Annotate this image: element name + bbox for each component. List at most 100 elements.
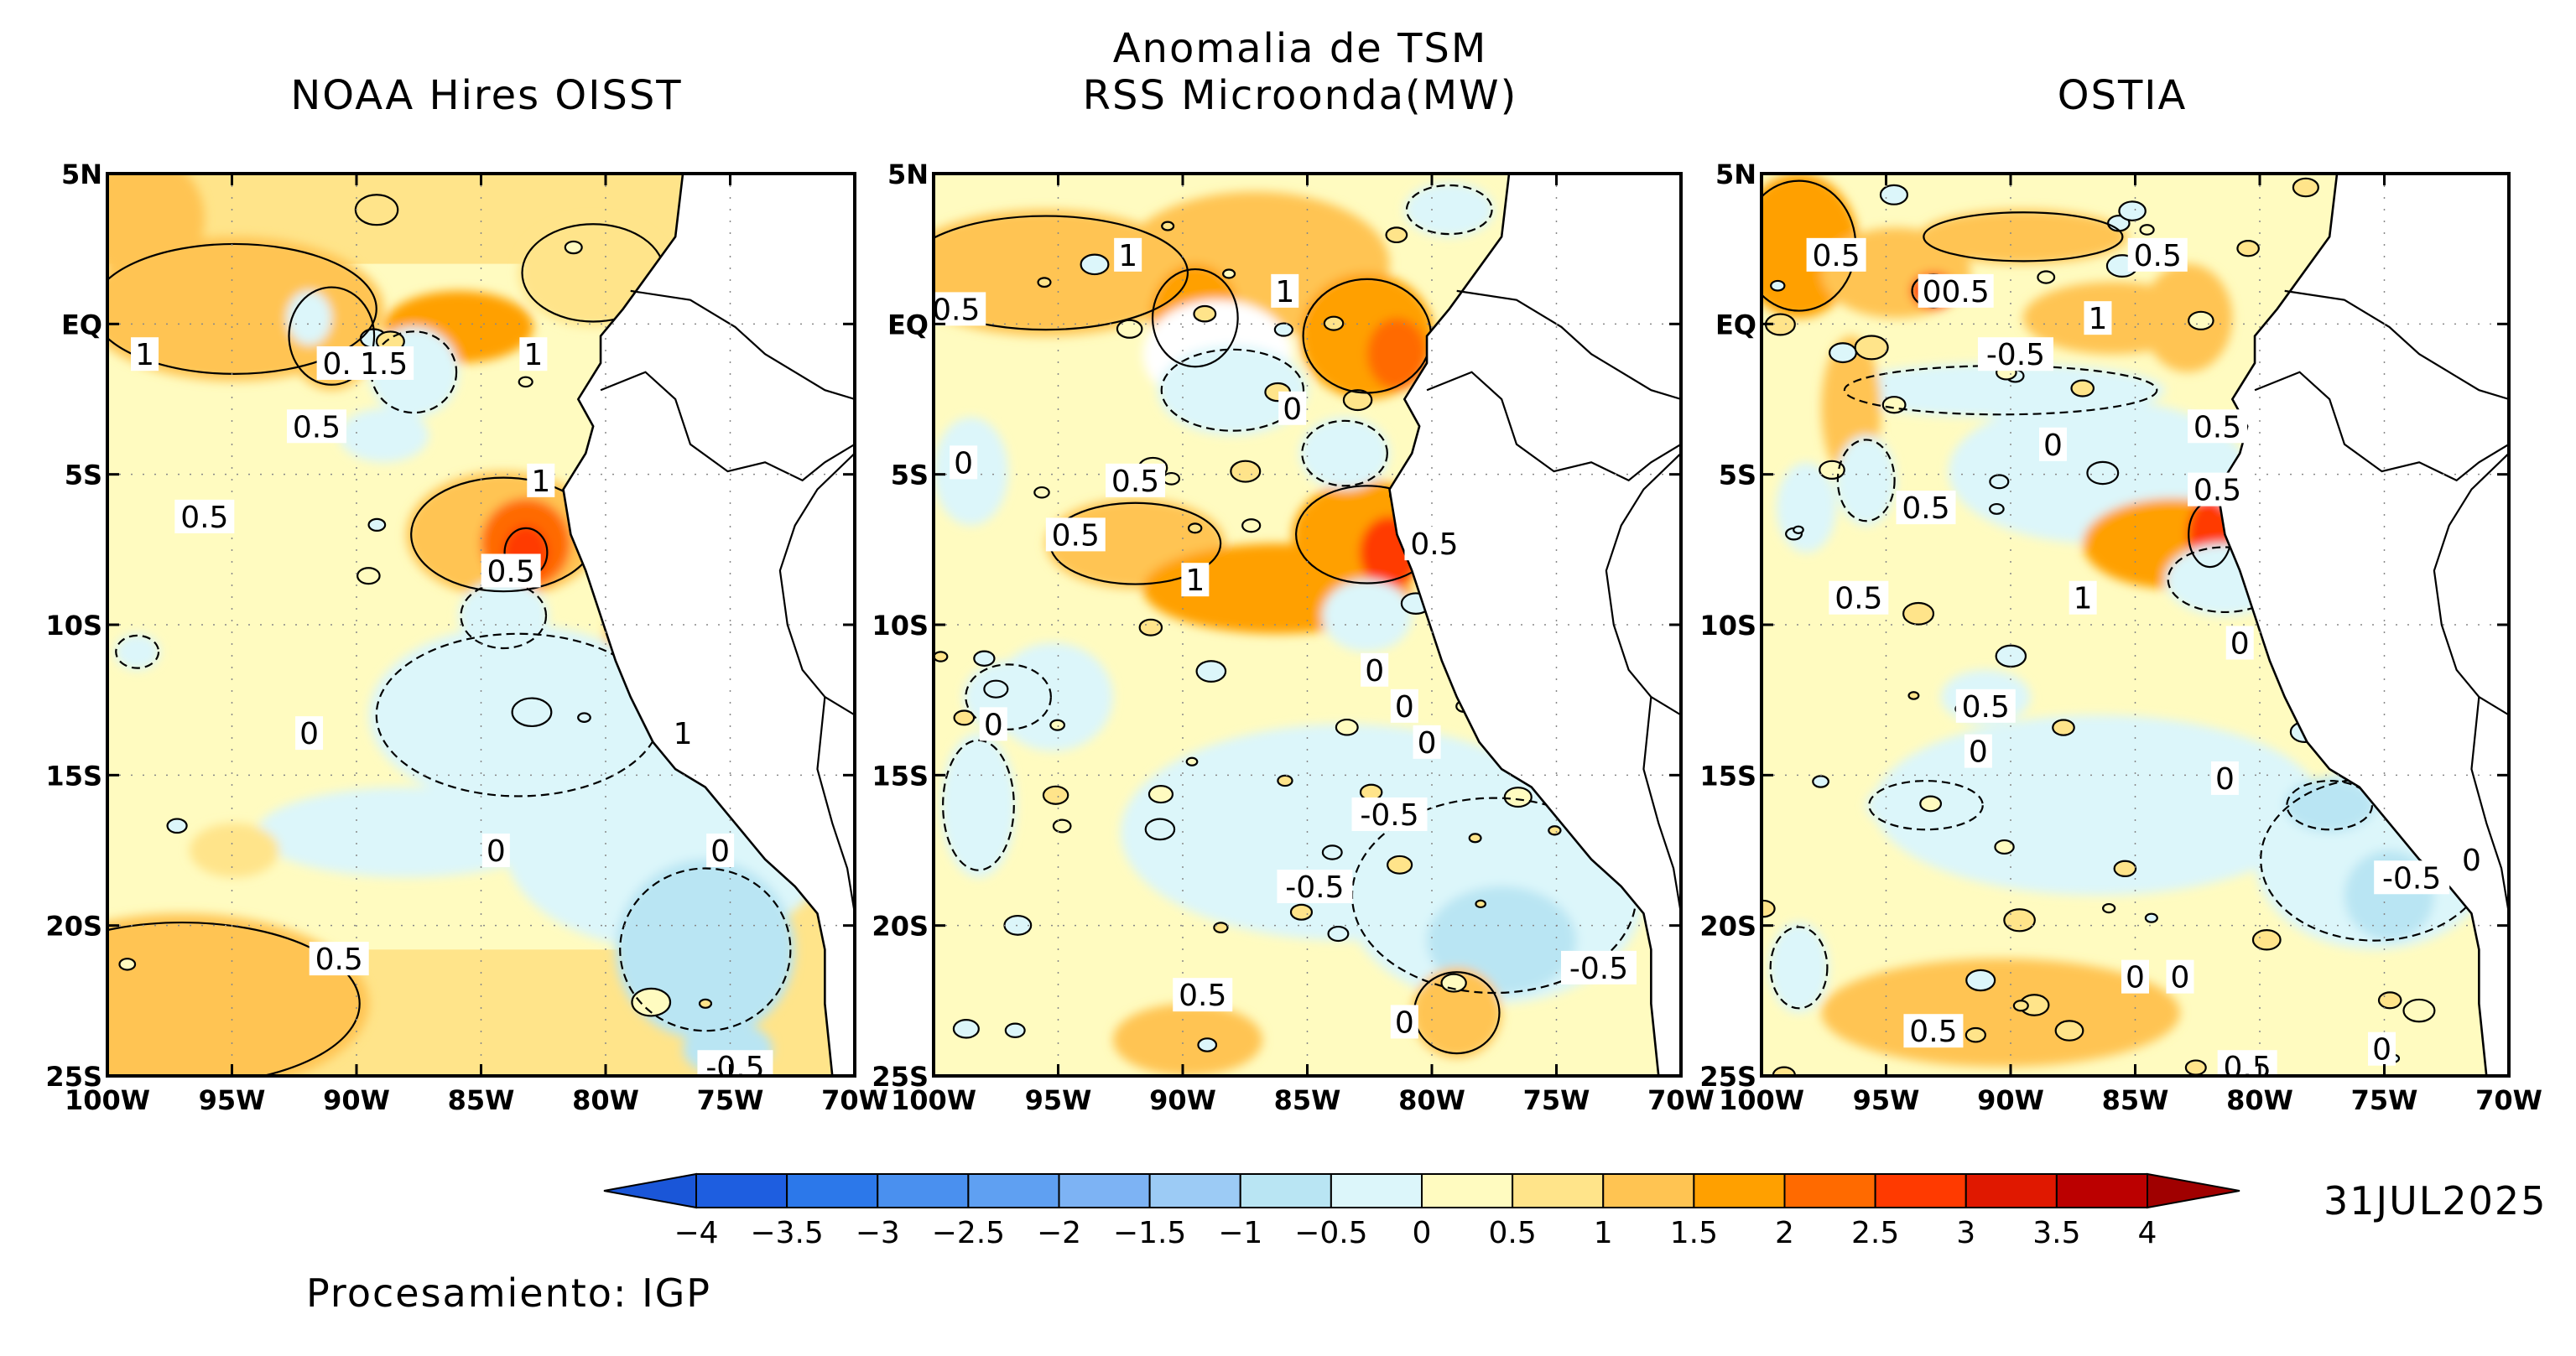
lon-tick-label: 90W <box>323 1084 390 1116</box>
lon-tick-label: 90W <box>1977 1084 2044 1116</box>
contour-label: 0 <box>2215 762 2235 797</box>
colorbar-swatch <box>786 1173 879 1208</box>
colorbar-swatch <box>1330 1173 1423 1208</box>
contour-label: 0 <box>1418 726 1437 761</box>
panel-title-noaa: NOAA Hires OISST <box>290 72 683 119</box>
land-mask <box>2216 174 2509 1076</box>
lon-tick-label: 75W <box>697 1084 764 1116</box>
lon-tick-label: 85W <box>1274 1084 1341 1116</box>
colorbar-swatch <box>695 1173 788 1208</box>
colorbar-swatch <box>1421 1173 1514 1208</box>
colorbar-label: 1.5 <box>1670 1216 1718 1250</box>
colorbar-label: −0.5 <box>1294 1216 1367 1250</box>
colorbar-swatch <box>1239 1173 1332 1208</box>
contour-label: -0.5 <box>1285 870 1344 905</box>
lat-tick-label: 5S <box>1719 460 1756 491</box>
lon-tick-label: 85W <box>448 1084 515 1116</box>
contour-label: -0.5 <box>705 1051 764 1085</box>
lon-tick-label: 100W <box>65 1084 150 1116</box>
colorbar-label: 2.5 <box>1851 1216 1899 1250</box>
contour-label: 0.5 <box>1052 518 1100 553</box>
contour-label: 0 <box>2462 844 2481 878</box>
contour-label: 0.5 <box>487 554 535 589</box>
main-title-line2: RSS Microonda(MW) <box>1082 72 1518 119</box>
lon-tick-label: 95W <box>1853 1084 1920 1116</box>
contour-label: 0.5 <box>2224 1051 2272 1085</box>
contour-label: -0.5 <box>1360 798 1418 833</box>
map-panel-2: 0.51100.50.510.5000-0.5-0.5-0.50.50005NE… <box>872 158 1714 1116</box>
contour-label: 0.5 <box>1179 979 1226 1013</box>
colorbar-swatch <box>1965 1173 2058 1208</box>
contour-label: 0 <box>984 708 1003 742</box>
contour-label: 0.5 <box>932 293 980 327</box>
lon-tick-label: 100W <box>1719 1084 1804 1116</box>
panel-title-ostia: OSTIA <box>2057 72 2188 119</box>
lat-tick-label: EQ <box>887 309 929 340</box>
lat-tick-label: 20S <box>45 911 102 943</box>
lon-tick-label: 70W <box>1647 1084 1715 1116</box>
colorbar-label: 0 <box>1413 1216 1432 1250</box>
contour-label: 0 <box>710 834 730 869</box>
colorbar-label: −3.5 <box>750 1216 823 1250</box>
contour-label: 0.5 <box>1812 239 1860 273</box>
contour-label: 0.5 <box>1962 690 2010 725</box>
colorbar-low-arrow <box>603 1172 697 1209</box>
colorbar-swatch <box>1693 1173 1786 1208</box>
lat-tick-label: 5N <box>61 158 102 190</box>
contour-label: 1 <box>2088 302 2107 336</box>
lat-tick-label: EQ <box>1715 309 1756 340</box>
colorbar-swatch <box>1512 1173 1605 1208</box>
date-label: 31JUL2025 <box>2324 1178 2547 1224</box>
map-panel-3: 0.500.50.51-0.50.500.50.50.5100.500-0.50… <box>1699 158 2542 1116</box>
lat-tick-label: 20S <box>872 911 929 943</box>
contour-label: 0.5 <box>2134 239 2182 273</box>
contour-label: 0 <box>1969 735 1988 770</box>
contour-label: 1 <box>531 465 550 499</box>
lat-tick-label: 25S <box>45 1061 102 1093</box>
lat-tick-label: 25S <box>872 1061 929 1093</box>
credit-label: Procesamiento: IGP <box>306 1270 712 1316</box>
contour-label: 00.5 <box>1923 275 1990 309</box>
lat-tick-label: 5S <box>65 460 102 491</box>
lon-tick-label: 80W <box>572 1084 639 1116</box>
contour-label: 1 <box>674 717 693 751</box>
contour-label: 0 <box>1395 1005 1414 1040</box>
colorbar-label: −1 <box>1218 1216 1262 1250</box>
colorbar-swatch <box>1783 1173 1876 1208</box>
colorbar-label: 3.5 <box>2032 1216 2080 1250</box>
contour-label: 0 <box>954 446 973 481</box>
lon-tick-label: 85W <box>2102 1084 2169 1116</box>
contour-label: 1 <box>2074 582 2093 616</box>
colorbar-label: −1.5 <box>1113 1216 1186 1250</box>
contour-label: 0.5 <box>315 943 363 977</box>
contour-label: 0.5 <box>1410 527 1458 562</box>
contour-label: 0 <box>2230 627 2250 662</box>
contour-label: 1.5 <box>360 347 408 382</box>
colorbar-label: 2 <box>1775 1216 1794 1250</box>
lon-tick-label: 75W <box>2351 1084 2418 1116</box>
lat-tick-label: 25S <box>1699 1061 1756 1093</box>
lon-tick-label: 80W <box>2226 1084 2293 1116</box>
contour-label: 1 <box>523 338 543 372</box>
colorbar-swatch <box>2055 1173 2148 1208</box>
lat-tick-label: 15S <box>1699 760 1756 792</box>
colorbar-swatch <box>1148 1173 1241 1208</box>
lat-tick-label: 20S <box>1699 911 1756 943</box>
colorbar-swatch <box>1874 1173 1967 1208</box>
lon-tick-label: 80W <box>1398 1084 1465 1116</box>
contour-label: 0.5 <box>293 410 341 444</box>
lat-tick-label: 5S <box>891 460 929 491</box>
lat-tick-label: 15S <box>45 760 102 792</box>
lon-tick-label: 100W <box>891 1084 976 1116</box>
contour-label: -0.5 <box>2382 861 2441 896</box>
contour-label: 0 <box>487 834 506 869</box>
contour-label: 0 <box>2171 961 2190 995</box>
contour-label: 0.5 <box>1111 465 1159 499</box>
lat-tick-label: 10S <box>45 610 102 642</box>
lon-tick-label: 90W <box>1149 1084 1216 1116</box>
colorbar-label: 3 <box>1956 1216 1975 1250</box>
lat-tick-label: 10S <box>1699 610 1756 642</box>
